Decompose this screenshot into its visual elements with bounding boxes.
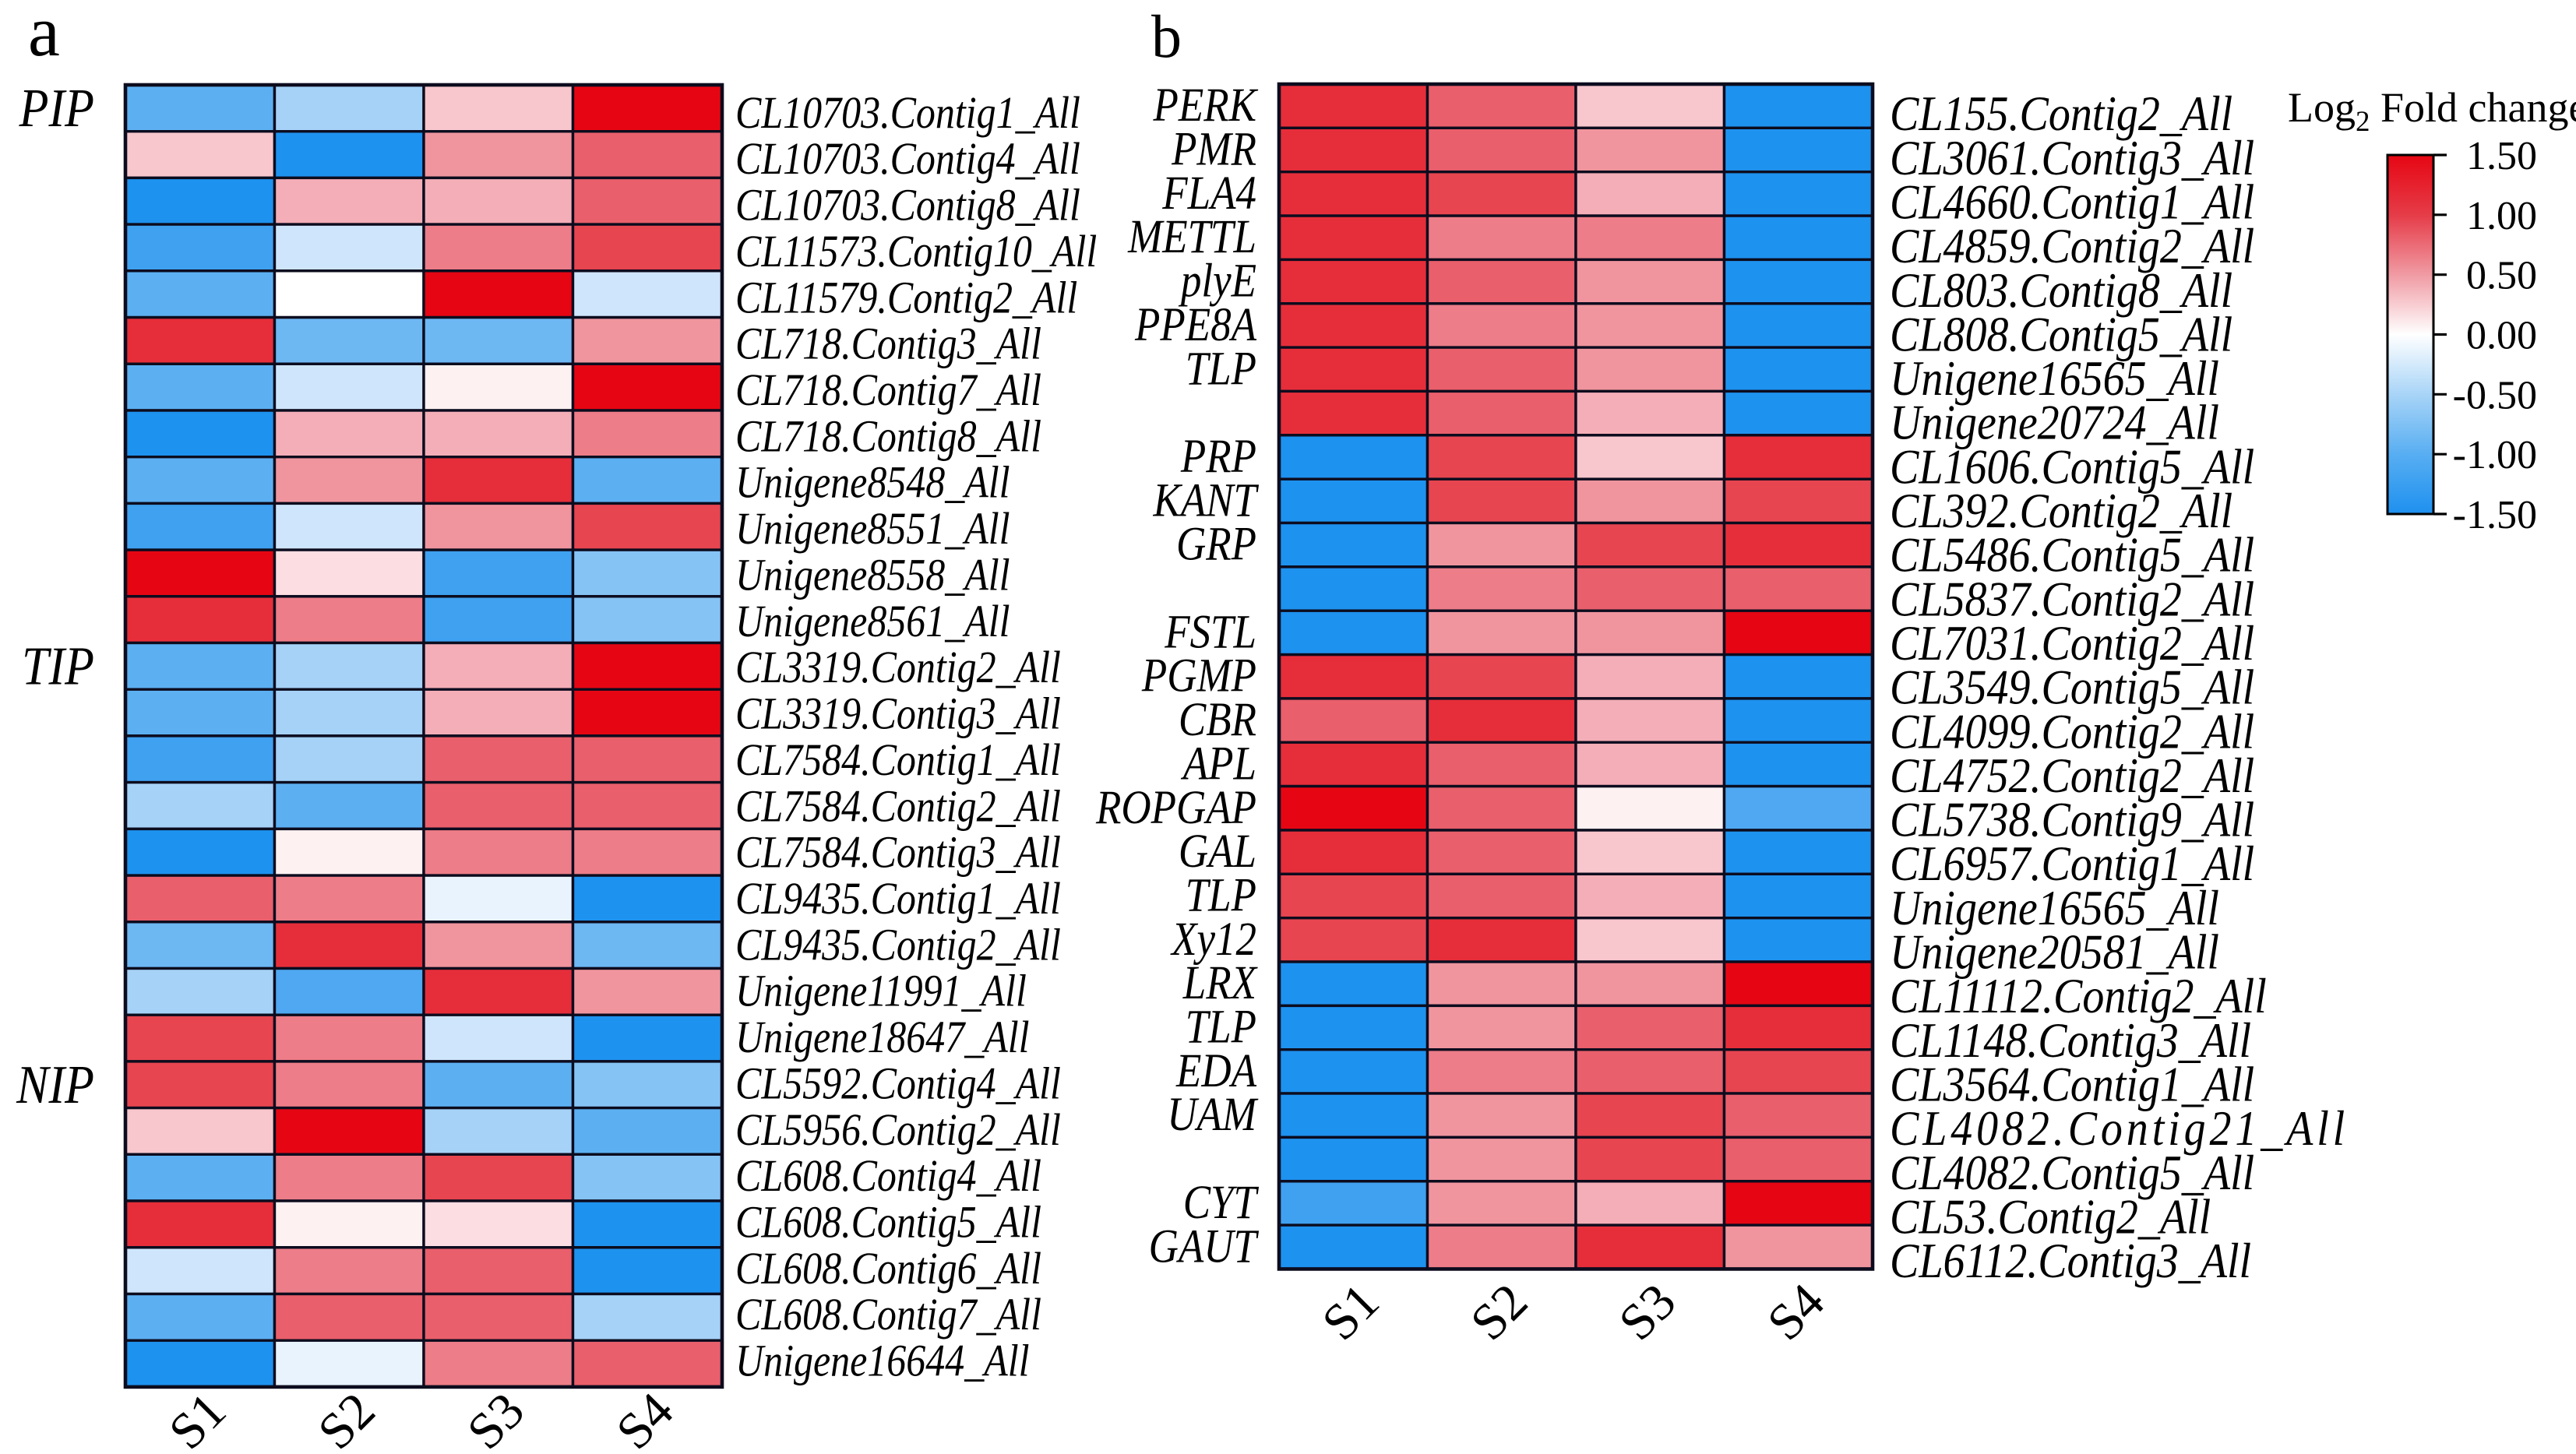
svg-text:a: a xyxy=(28,0,60,71)
svg-text:plyE: plyE xyxy=(1178,255,1256,307)
svg-text:b: b xyxy=(1151,2,1182,70)
svg-text:PGMP: PGMP xyxy=(1141,650,1256,702)
svg-text:Unigene18647_All: Unigene18647_All xyxy=(735,1012,1030,1062)
svg-text:CL4082.Contig21_All: CL4082.Contig21_All xyxy=(1890,1101,2349,1156)
svg-text:APL: APL xyxy=(1180,738,1256,790)
svg-text:CL808.Contig5_All: CL808.Contig5_All xyxy=(1890,307,2232,361)
svg-text:CL718.Contig3_All: CL718.Contig3_All xyxy=(735,319,1041,368)
svg-text:PMR: PMR xyxy=(1171,123,1256,175)
svg-text:CL6957.Contig1_All: CL6957.Contig1_All xyxy=(1890,836,2254,891)
svg-text:CL3549.Contig5_All: CL3549.Contig5_All xyxy=(1890,660,2254,715)
svg-text:PPE8A: PPE8A xyxy=(1134,299,1257,351)
svg-text:Unigene8551_All: Unigene8551_All xyxy=(735,504,1010,554)
svg-text:CL11112.Contig2_All: CL11112.Contig2_All xyxy=(1890,969,2267,1023)
svg-text:-1.00: -1.00 xyxy=(2453,433,2537,477)
svg-text:CL10703.Contig8_All: CL10703.Contig8_All xyxy=(735,180,1080,230)
svg-text:CL718.Contig7_All: CL718.Contig7_All xyxy=(735,365,1041,415)
svg-text:Unigene8548_All: Unigene8548_All xyxy=(735,457,1010,507)
svg-text:CL4082.Contig5_All: CL4082.Contig5_All xyxy=(1890,1146,2254,1200)
svg-text:CL7584.Contig3_All: CL7584.Contig3_All xyxy=(735,827,1061,877)
svg-text:CL4660.Contig1_All: CL4660.Contig1_All xyxy=(1890,174,2254,229)
svg-text:CL5486.Contig5_All: CL5486.Contig5_All xyxy=(1890,528,2254,583)
svg-text:Xy12: Xy12 xyxy=(1170,913,1256,965)
svg-text:CL608.Contig6_All: CL608.Contig6_All xyxy=(735,1243,1041,1293)
svg-text:FLA4: FLA4 xyxy=(1161,167,1256,220)
svg-text:CL1606.Contig5_All: CL1606.Contig5_All xyxy=(1890,439,2254,494)
svg-text:CL718.Contig8_All: CL718.Contig8_All xyxy=(735,411,1041,461)
svg-text:CL3319.Contig2_All: CL3319.Contig2_All xyxy=(735,643,1061,692)
svg-text:Unigene11991_All: Unigene11991_All xyxy=(735,966,1027,1016)
svg-text:1.00: 1.00 xyxy=(2466,194,2537,238)
svg-text:CL155.Contig2_All: CL155.Contig2_All xyxy=(1890,86,2232,141)
svg-text:ROPGAP: ROPGAP xyxy=(1095,781,1256,833)
svg-text:CL7584.Contig1_All: CL7584.Contig1_All xyxy=(735,734,1061,784)
svg-text:Unigene8561_All: Unigene8561_All xyxy=(735,596,1010,646)
svg-text:CL4752.Contig2_All: CL4752.Contig2_All xyxy=(1890,748,2254,803)
svg-text:CL4099.Contig2_All: CL4099.Contig2_All xyxy=(1890,704,2254,759)
svg-text:TLP: TLP xyxy=(1186,869,1256,921)
svg-text:GAUT: GAUT xyxy=(1149,1220,1260,1273)
svg-text:TIP: TIP xyxy=(22,636,94,696)
svg-text:Unigene20724_All: Unigene20724_All xyxy=(1890,396,2219,450)
svg-text:UAM: UAM xyxy=(1167,1089,1259,1141)
svg-text:CL392.Contig2_All: CL392.Contig2_All xyxy=(1890,484,2232,538)
svg-text:Unigene16644_All: Unigene16644_All xyxy=(735,1336,1030,1385)
svg-text:METTL: METTL xyxy=(1127,211,1256,263)
svg-text:TLP: TLP xyxy=(1186,343,1256,395)
svg-text:CL803.Contig8_All: CL803.Contig8_All xyxy=(1890,263,2232,318)
svg-text:PRP: PRP xyxy=(1180,431,1256,483)
svg-text:CL5592.Contig4_All: CL5592.Contig4_All xyxy=(735,1058,1061,1108)
svg-text:CL7584.Contig2_All: CL7584.Contig2_All xyxy=(735,781,1061,831)
svg-text:CL6112.Contig3_All: CL6112.Contig3_All xyxy=(1890,1234,2251,1288)
svg-text:CYT: CYT xyxy=(1183,1177,1260,1229)
svg-text:CBR: CBR xyxy=(1179,694,1256,746)
svg-text:CL11573.Contig10_All: CL11573.Contig10_All xyxy=(735,226,1097,276)
svg-text:NIP: NIP xyxy=(16,1054,94,1114)
svg-text:Unigene8558_All: Unigene8558_All xyxy=(735,550,1010,600)
svg-text:Unigene16565_All: Unigene16565_All xyxy=(1890,881,2219,935)
svg-text:CL9435.Contig2_All: CL9435.Contig2_All xyxy=(735,920,1061,970)
svg-text:CL9435.Contig1_All: CL9435.Contig1_All xyxy=(735,874,1061,924)
svg-text:CL3564.Contig1_All: CL3564.Contig1_All xyxy=(1890,1057,2254,1111)
svg-text:0.00: 0.00 xyxy=(2466,314,2537,358)
svg-text:CL5956.Contig2_All: CL5956.Contig2_All xyxy=(735,1104,1061,1154)
svg-text:CL10703.Contig4_All: CL10703.Contig4_All xyxy=(735,134,1080,184)
svg-text:PIP: PIP xyxy=(19,78,94,138)
svg-text:1.50: 1.50 xyxy=(2466,134,2537,178)
svg-text:CL5738.Contig9_All: CL5738.Contig9_All xyxy=(1890,793,2254,847)
svg-text:Unigene16565_All: Unigene16565_All xyxy=(1890,351,2219,406)
svg-text:TLP: TLP xyxy=(1186,1001,1256,1053)
svg-text:GAL: GAL xyxy=(1179,826,1256,878)
svg-text:0.50: 0.50 xyxy=(2466,254,2537,298)
svg-text:EDA: EDA xyxy=(1175,1045,1257,1097)
svg-text:FSTL: FSTL xyxy=(1164,606,1256,658)
svg-text:CL53.Contig2_All: CL53.Contig2_All xyxy=(1890,1189,2211,1244)
svg-text:CL3319.Contig3_All: CL3319.Contig3_All xyxy=(735,688,1061,738)
svg-text:GRP: GRP xyxy=(1176,518,1256,570)
svg-text:CL10703.Contig1_All: CL10703.Contig1_All xyxy=(735,87,1080,137)
svg-text:CL4859.Contig2_All: CL4859.Contig2_All xyxy=(1890,219,2254,273)
svg-text:-1.50: -1.50 xyxy=(2453,493,2537,537)
svg-text:CL7031.Contig2_All: CL7031.Contig2_All xyxy=(1890,616,2254,671)
svg-text:CL1148.Contig3_All: CL1148.Contig3_All xyxy=(1890,1013,2251,1068)
svg-text:Log2 Fold change: Log2 Fold change xyxy=(2288,84,2576,138)
svg-text:CL608.Contig5_All: CL608.Contig5_All xyxy=(735,1197,1041,1247)
svg-text:CL608.Contig4_All: CL608.Contig4_All xyxy=(735,1151,1041,1201)
svg-text:Unigene20581_All: Unigene20581_All xyxy=(1890,924,2219,979)
svg-text:-0.50: -0.50 xyxy=(2453,373,2537,417)
svg-text:CL5837.Contig2_All: CL5837.Contig2_All xyxy=(1890,572,2254,626)
svg-text:CL3061.Contig3_All: CL3061.Contig3_All xyxy=(1890,131,2254,185)
svg-text:KANT: KANT xyxy=(1153,474,1260,526)
svg-text:CL11579.Contig2_All: CL11579.Contig2_All xyxy=(735,273,1077,322)
svg-text:PERK: PERK xyxy=(1153,79,1259,132)
svg-text:LRX: LRX xyxy=(1182,957,1258,1009)
svg-text:CL608.Contig7_All: CL608.Contig7_All xyxy=(735,1290,1041,1340)
